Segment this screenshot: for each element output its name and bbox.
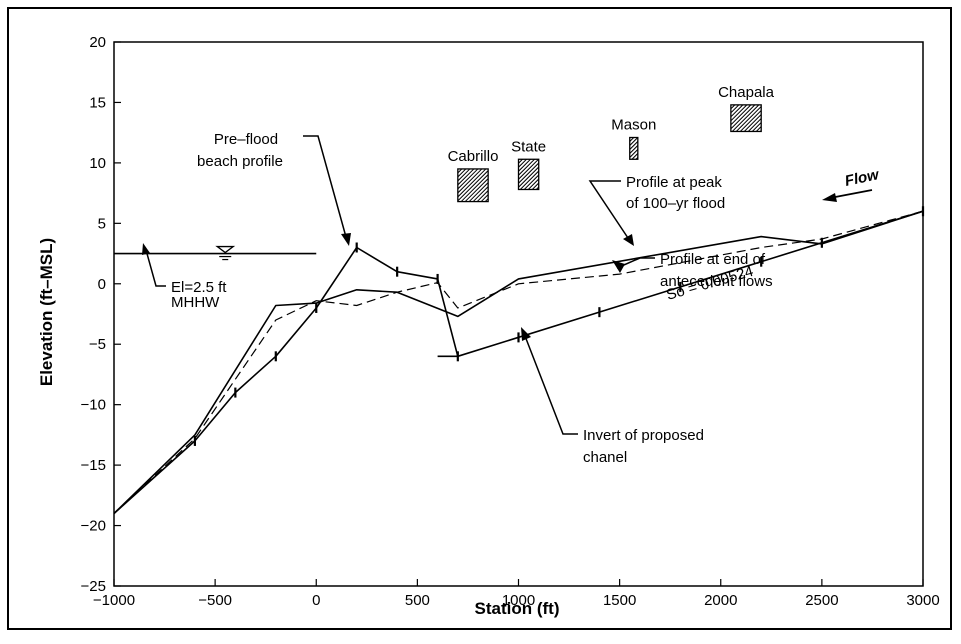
leader-invert: [524, 335, 578, 435]
arrowhead-prefood: [341, 233, 351, 246]
annotation-el-line-2: MHHW: [171, 294, 220, 311]
x-tick-label: 1500: [603, 592, 636, 609]
annotation-invert-line-2: chanel: [583, 449, 627, 466]
annotation-invert: Invert of proposed chanel: [521, 327, 704, 466]
y-tick-label: −20: [81, 518, 106, 535]
series-lines: [113, 206, 925, 515]
leader-prefood: [303, 135, 347, 238]
axes: −1000 −500 0 500 1000 1500 2000 2500 3000 −25 −20 −…: [81, 34, 940, 609]
y-axis-title: Elevation (ft–MSL): [37, 238, 56, 386]
annotation-el: El=2.5 ft MHHW: [142, 243, 227, 311]
y-tick-label: 15: [89, 94, 106, 111]
annotation-el-line-1: El=2.5 ft: [171, 279, 227, 296]
x-tick-label: −1000: [93, 592, 135, 609]
y-tick-label: 10: [89, 155, 106, 172]
x-tick-label: 2000: [704, 592, 737, 609]
annotation-peak-line-1: Profile at peak: [626, 174, 722, 191]
series-line-antecedent: [113, 210, 924, 514]
leader-el: [145, 249, 166, 287]
leader-peak: [588, 180, 629, 239]
bridge-hatch: [518, 159, 539, 190]
bridge-mason: [629, 136, 639, 160]
bridge-label: Mason: [611, 117, 656, 134]
water-level-symbol: [215, 245, 236, 254]
annotation-prefood-line-2: beach profile: [197, 153, 283, 170]
x-tick-label: 1000: [502, 592, 535, 609]
annotation-prefood-line-1: Pre–flood: [214, 131, 278, 148]
flow-arrowhead: [822, 193, 837, 202]
x-axis-title: Station (ft): [475, 599, 560, 618]
annotation-peak: Profile at peak of 100–yr flood: [588, 174, 725, 246]
x-tick-label: 0: [312, 592, 320, 609]
bridges: Cabrillo State Mason Chapala: [448, 84, 775, 203]
arrowhead-antecedent: [612, 260, 625, 273]
annotation-invert-line-1: Invert of proposed: [583, 427, 704, 444]
y-tick-label: 5: [98, 215, 106, 232]
series-line-prefood: [113, 246, 459, 515]
bridge-chapala: [730, 104, 762, 133]
annotation-antecedent: Profile at end of antecedent flows: [612, 251, 773, 290]
y-tick-label: −15: [81, 457, 106, 474]
series-line-peak: [113, 210, 924, 515]
y-tick-label: 20: [89, 34, 106, 51]
y-tick-label: 0: [98, 276, 106, 293]
y-tick-label: −10: [81, 397, 106, 414]
bridge-state: [517, 158, 540, 191]
annotation-peak-line-2: of 100–yr flood: [626, 195, 725, 212]
x-tick-label: 2500: [805, 592, 838, 609]
x-tick-label: 3000: [906, 592, 939, 609]
bridge-hatch: [629, 137, 638, 160]
bridge-cabrillo: [457, 168, 489, 203]
outer-frame: [7, 7, 952, 630]
annotation-antecedent-line-2: antecedent flows: [660, 273, 773, 290]
bridge-hatch: [730, 104, 762, 132]
x-tick-label: −500: [198, 592, 232, 609]
bridge-label: Chapala: [718, 84, 775, 101]
arrowhead-invert: [521, 327, 531, 341]
annotation-antecedent-line-1: Profile at end of: [660, 251, 766, 268]
bridge-label: State: [511, 138, 546, 155]
annotation-prefood: Pre–flood beach profile: [197, 131, 351, 246]
annotation-flow: Flow: [822, 166, 882, 202]
y-tick-label: −25: [81, 578, 106, 595]
bridge-hatch: [457, 168, 489, 202]
x-tick-label: 500: [405, 592, 430, 609]
y-tick-label: −5: [89, 336, 106, 353]
flow-arrow-shaft: [829, 189, 873, 199]
arrowhead-peak: [623, 234, 634, 246]
leader-antecedent: [616, 257, 655, 269]
bridge-label: Cabrillo: [448, 148, 499, 165]
annotation-flow-text: Flow: [843, 166, 881, 190]
arrowhead-el: [142, 243, 150, 255]
plot-area: [113, 41, 924, 587]
